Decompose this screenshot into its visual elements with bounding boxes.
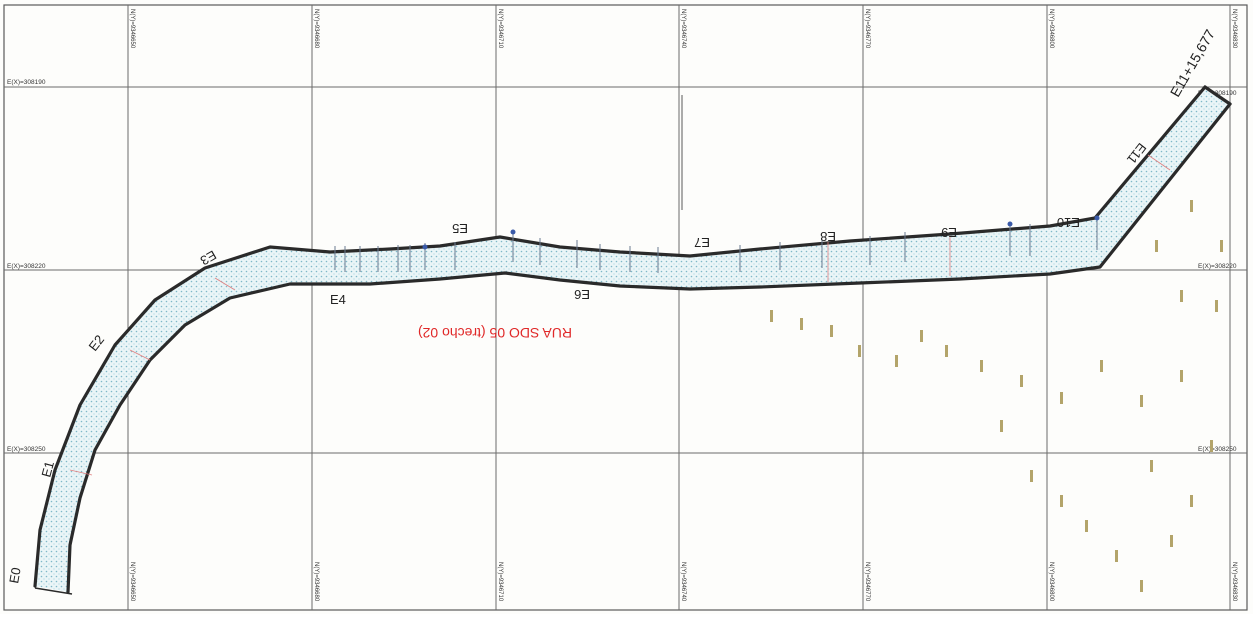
survey-ticks (69, 95, 1171, 476)
northing-labels-bottom: N(Y)=9346650 N(Y)=9346680 N(Y)=9346710 N… (129, 562, 1237, 602)
station-label-e5: E5 (452, 221, 468, 236)
easting-labels-right: E(X)=308190 E(X)=308220 E(X)=308250 (1198, 90, 1237, 453)
northing-label-top: N(Y)=9346830 (1231, 9, 1237, 49)
road-start-cap (34, 587, 73, 595)
road-fill (35, 87, 1230, 592)
station-label-e8: E8 (820, 229, 836, 244)
northing-label-top: N(Y)=9346770 (864, 9, 870, 49)
easting-label-left: E(X)=308220 (7, 263, 46, 270)
road-name-label: RUA SDO 05 (trecho 02) (418, 325, 572, 341)
northing-grid (127, 5, 1231, 610)
station-labels: E0 E1 E2 E3 E4 E5 E6 E7 E8 E9 E10 E11 (6, 140, 1149, 584)
northing-label-top: N(Y)=9346680 (313, 9, 319, 49)
easting-label-right: E(X)=308220 (1198, 263, 1237, 270)
easting-labels-left: E(X)=308190 E(X)=308220 E(X)=308250 (7, 79, 46, 453)
northing-label-top: N(Y)=9346800 (1048, 9, 1054, 49)
northing-label-bottom: N(Y)=9346740 (680, 562, 686, 602)
station-label-e4: E4 (330, 292, 346, 307)
northing-label-bottom: N(Y)=9346680 (313, 562, 319, 602)
station-label-e6: E6 (574, 287, 590, 302)
easting-label-left: E(X)=308250 (7, 446, 46, 453)
easting-label-right: E(X)=308250 (1198, 446, 1237, 453)
northing-label-bottom: N(Y)=9346770 (864, 562, 870, 602)
northing-label-bottom: N(Y)=9346650 (129, 562, 135, 602)
map-frame (3, 4, 1248, 611)
station-label-e0: E0 (6, 566, 24, 584)
end-chainage-label: E11+15,677 (1167, 26, 1218, 99)
easting-label-left: E(X)=308190 (7, 79, 46, 86)
station-label-e10: E10 (1057, 215, 1080, 230)
survey-points (770, 200, 1223, 592)
northing-label-top: N(Y)=9346650 (129, 9, 135, 49)
road-end-cap (1203, 85, 1232, 106)
road-edge-south (66, 102, 1232, 594)
station-label-e1: E1 (38, 460, 57, 479)
easting-label-right: E(X)=308190 (1198, 90, 1237, 97)
station-label-e2: E2 (86, 332, 108, 354)
northing-label-bottom: N(Y)=9346710 (497, 562, 503, 602)
northing-label-bottom: N(Y)=9346830 (1231, 562, 1237, 602)
northing-labels-top: N(Y)=9346650 N(Y)=9346680 N(Y)=9346710 N… (129, 9, 1237, 49)
station-label-e9: E9 (941, 225, 957, 240)
northing-label-top: N(Y)=9346740 (680, 9, 686, 49)
northing-label-bottom: N(Y)=9346800 (1048, 562, 1054, 602)
station-label-e3: E3 (198, 247, 219, 268)
northing-label-top: N(Y)=9346710 (497, 9, 503, 49)
station-label-e7: E7 (694, 235, 710, 250)
road-edge-north (33, 85, 1207, 588)
